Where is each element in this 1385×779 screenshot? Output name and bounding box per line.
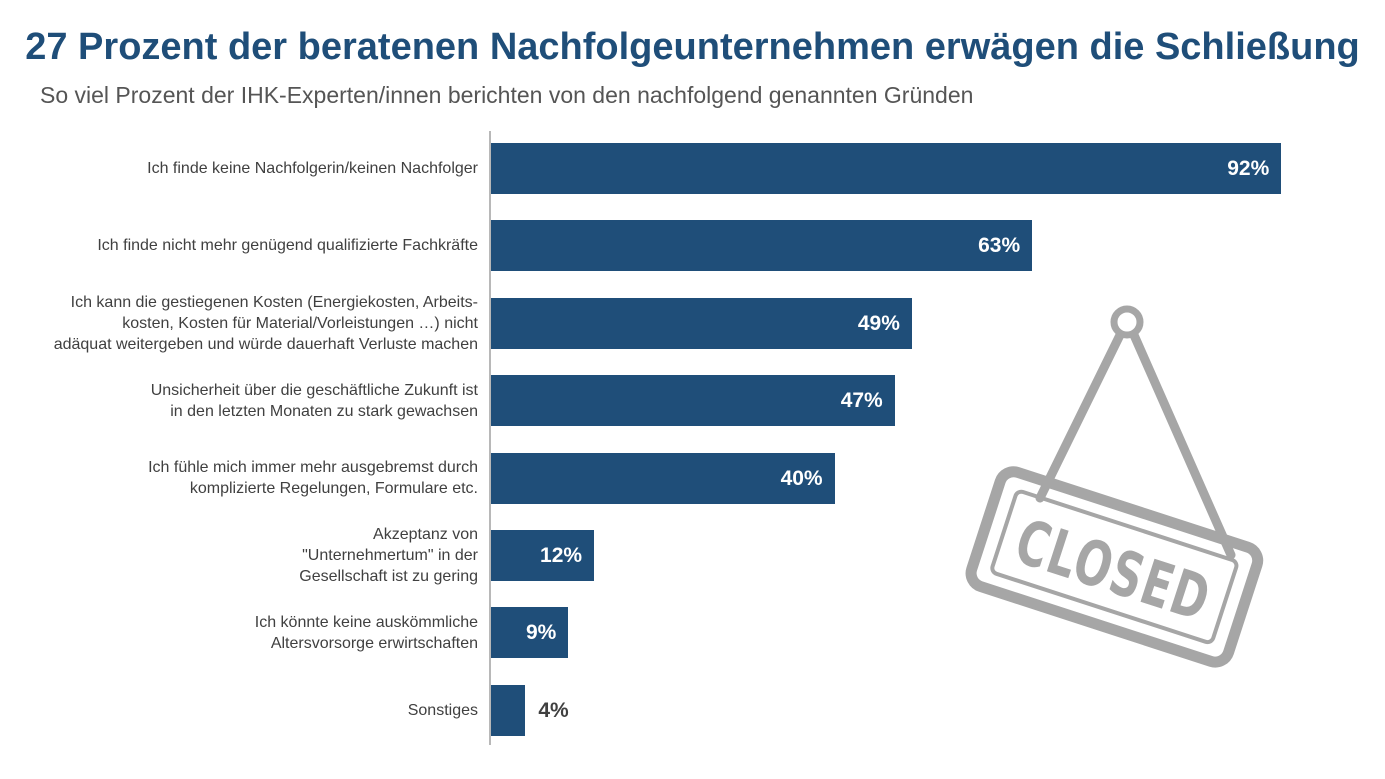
bar bbox=[491, 607, 569, 659]
bar bbox=[491, 452, 835, 504]
category-label-line: Ich finde keine Nachfolgerin/keinen Nach… bbox=[147, 160, 478, 177]
chart-subtitle: So viel Prozent der IHK-Experten/innen b… bbox=[40, 82, 974, 108]
value-label: 4% bbox=[538, 698, 569, 722]
category-label-line: Ich fühle mich immer mehr ausgebremst du… bbox=[148, 459, 478, 477]
category-label: Unsicherheit über die geschäftliche Zuku… bbox=[20, 375, 478, 426]
category-label-line: Ich kann die gestiegenen Kosten (Energie… bbox=[70, 293, 478, 311]
category-label-line: Unsicherheit über die geschäftliche Zuku… bbox=[150, 381, 478, 399]
chart-title: 27 Prozent der beratenen Nachfolgeuntern… bbox=[25, 26, 1360, 68]
category-label: Sonstiges bbox=[20, 685, 478, 736]
category-label-line: Akzeptanz von bbox=[373, 526, 478, 543]
category-label: Ich könnte keine auskömmliche Altersvorso… bbox=[20, 607, 478, 658]
category-label-line: Sonstiges bbox=[407, 701, 478, 719]
bar bbox=[491, 530, 595, 581]
category-label-line: in den letzten Monaten zu stark gewachse… bbox=[170, 402, 478, 420]
category-label: Akzeptanz von "Unternehmertum" in der Gese… bbox=[20, 526, 478, 585]
category-label-line: Altersvorsorge erwirtschaften bbox=[270, 634, 478, 652]
value-label: 40% bbox=[780, 466, 823, 490]
category-label-line: Ich finde nicht mehr genügend qualifizie… bbox=[97, 237, 478, 255]
bar bbox=[491, 220, 1033, 272]
category-label: Ich finde keine Nachfolgerin/keinen Nach… bbox=[20, 143, 478, 194]
sign-board-outer bbox=[965, 466, 1264, 668]
value-label: 47% bbox=[840, 389, 883, 413]
sign-hook bbox=[1110, 305, 1144, 339]
sign-board-inner bbox=[990, 489, 1239, 645]
sign-string-left bbox=[1035, 330, 1125, 503]
value-label: 49% bbox=[857, 311, 900, 335]
value-label: 92% bbox=[1227, 157, 1270, 180]
value-label: 9% bbox=[525, 621, 557, 645]
category-label-line: Gesellschaft ist zu gering bbox=[299, 568, 478, 585]
category-label-line: komplizierte Regelungen, Formulare etc. bbox=[189, 480, 478, 498]
bar bbox=[491, 143, 1282, 194]
category-label: Ich fühle mich immer mehr ausgebremst du… bbox=[20, 453, 478, 504]
bar bbox=[491, 375, 895, 427]
value-label: 63% bbox=[978, 234, 1021, 258]
category-label-line: "Unternehmertum" in der bbox=[302, 547, 478, 564]
sign-string-right bbox=[1129, 330, 1236, 560]
category-label: Ich kann die gestiegenen Kosten (Energie… bbox=[20, 294, 478, 353]
value-label: 12% bbox=[540, 544, 583, 567]
category-label-line: adäquat weitergeben und würde dauerhaft … bbox=[53, 335, 478, 353]
category-label-line: kosten, Kosten für Material/Vorleistunge… bbox=[122, 314, 478, 332]
bar bbox=[491, 297, 912, 349]
category-label-line: Ich könnte keine auskömmliche bbox=[254, 613, 478, 631]
category-label: Ich finde nicht mehr genügend qualifizie… bbox=[20, 220, 478, 271]
category-axis-line bbox=[489, 131, 491, 745]
bar bbox=[491, 684, 526, 736]
closed-sign-icon: CLOSED bbox=[965, 305, 1264, 668]
